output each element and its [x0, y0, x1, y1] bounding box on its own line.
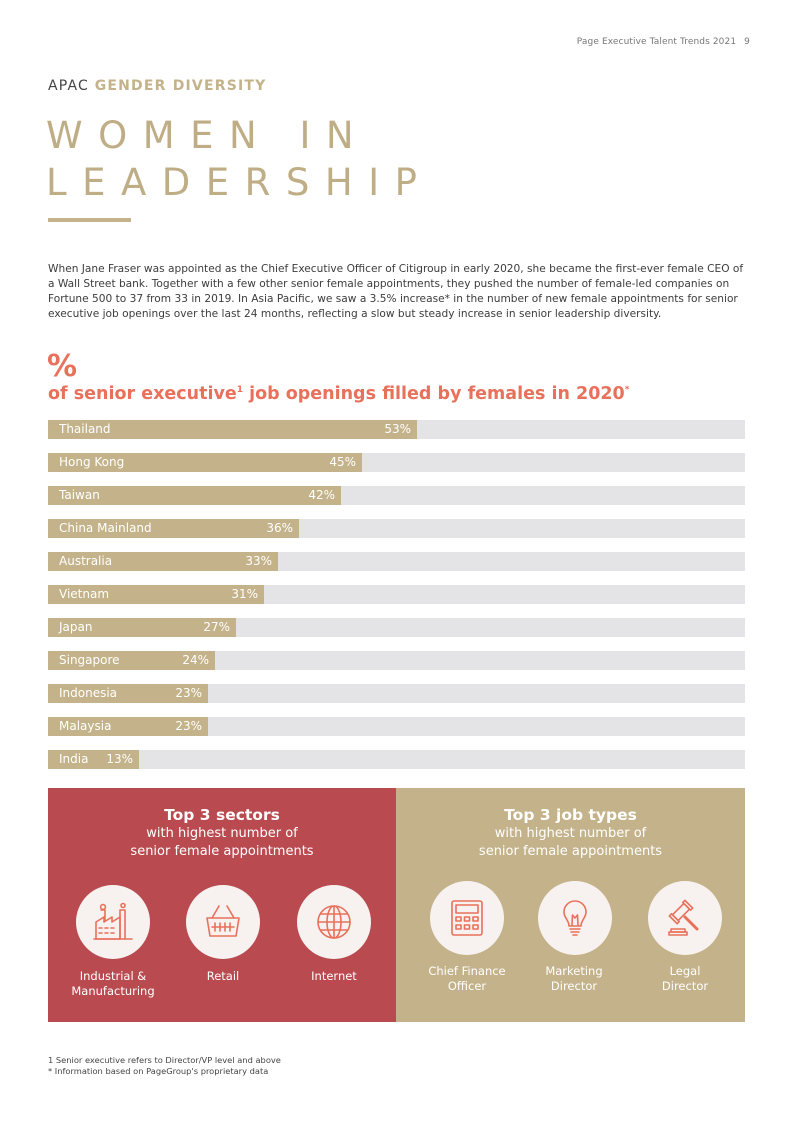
bar-value-label: 33%	[245, 554, 272, 568]
bar	[48, 486, 341, 505]
sector-caption-1: Industrial & Manufacturing	[53, 969, 173, 999]
top-job-types-panel: Top 3 job types with highest number of s…	[396, 788, 745, 1022]
sector-caption-1-line2: Manufacturing	[71, 984, 155, 998]
bar-value-label: 31%	[231, 587, 258, 601]
jobs-panel-title: Top 3 job types	[504, 806, 637, 824]
bar-row: Taiwan 42%	[48, 486, 745, 505]
bar	[48, 618, 236, 637]
page-number: 9	[744, 37, 750, 47]
bar-row: Singapore 24%	[48, 651, 745, 670]
title-divider	[48, 218, 131, 222]
job-caption-2: Marketing Director	[514, 964, 634, 994]
chart-title-part1: of senior executive	[48, 384, 237, 404]
footnote-1: 1 Senior executive refers to Director/VP…	[48, 1055, 281, 1065]
top-sectors-panel: Top 3 sectors with highest number of sen…	[48, 788, 396, 1022]
bar	[48, 519, 299, 538]
bar	[48, 651, 215, 670]
chart-title-footnote-mark: 1	[236, 385, 243, 395]
job-caption-1-line1: Chief Finance	[428, 964, 506, 978]
bar-value-label: 23%	[175, 686, 202, 700]
footnotes: 1 Senior executive refers to Director/VP…	[48, 1055, 281, 1077]
job-caption-2-line1: Marketing	[545, 964, 603, 978]
bar-value-label: 24%	[182, 653, 209, 667]
jobs-panel-subtitle-line2: senior female appointments	[478, 844, 663, 859]
section-kicker: APAC GENDER DIVERSITY	[48, 78, 267, 94]
bar-category-label: Thailand	[59, 422, 111, 436]
chart-title-part2: job openings filled by females in 2020	[242, 384, 625, 404]
bar-value-label: 42%	[308, 488, 335, 502]
bar-row: India 13%	[48, 750, 745, 769]
sector-caption-2: Retail	[206, 969, 240, 983]
bar-category-label: Malaysia	[59, 719, 112, 733]
bar-category-label: Singapore	[59, 653, 120, 667]
bar-row: Indonesia 23%	[48, 684, 745, 703]
gavel-icon	[648, 881, 722, 955]
bar-value-label: 45%	[329, 455, 356, 469]
running-header: Page Executive Talent Trends 2021 9	[577, 37, 750, 47]
bar	[48, 750, 139, 769]
jobs-panel-subtitle-line1: with highest number of	[494, 826, 647, 841]
bar	[48, 453, 362, 472]
job-caption-1-line2: Officer	[447, 979, 487, 993]
sectors-panel-subtitle-line1: with highest number of	[146, 826, 298, 841]
bar-chart: Thailand 53% Hong Kong 45% Taiwan 42% China Ma…	[48, 420, 745, 770]
bar	[48, 684, 208, 703]
bar-row: Malaysia 23%	[48, 717, 745, 736]
job-caption-2-line2: Director	[550, 979, 598, 993]
bar-row: China Mainland 36%	[48, 519, 745, 538]
job-caption-1: Chief Finance Officer	[407, 964, 527, 994]
bar-row: Thailand 53%	[48, 420, 745, 439]
bar	[48, 717, 208, 736]
bar-value-label: 23%	[175, 719, 202, 733]
page-title-line2: LEADERSHIP	[46, 161, 433, 204]
sector-caption-1-line1: Industrial &	[79, 969, 147, 983]
sectors-panel-heading: Top 3 sectors with highest number of sen…	[48, 805, 396, 861]
sectors-panel-subtitle-line2: senior female appointments	[130, 844, 314, 859]
bar-category-label: Vietnam	[59, 587, 110, 601]
bar-category-label: Indonesia	[59, 686, 118, 700]
chart-percent-symbol: %	[47, 349, 78, 384]
bar-row: Japan 27%	[48, 618, 745, 637]
job-caption-3: Legal Director	[625, 964, 745, 994]
job-caption-3-line2: Director	[661, 979, 709, 993]
sectors-panel-title: Top 3 sectors	[164, 806, 280, 824]
bar-category-label: Taiwan	[59, 488, 100, 502]
bar-value-label: 53%	[384, 422, 411, 436]
bar-category-label: India	[59, 752, 89, 766]
footnote-2: * Information based on PageGroup's propr…	[48, 1066, 269, 1076]
globe-icon	[297, 885, 371, 959]
bar	[48, 420, 417, 439]
bar	[48, 585, 264, 604]
calculator-icon	[430, 881, 504, 955]
bar-category-label: Japan	[59, 620, 93, 634]
bar-category-label: Hong Kong	[59, 455, 125, 469]
factory-icon	[76, 885, 150, 959]
bar	[48, 552, 278, 571]
sector-caption-3: Internet	[311, 969, 357, 983]
bar-row: Australia 33%	[48, 552, 745, 571]
job-caption-3-line1: Legal	[669, 964, 701, 978]
jobs-panel-heading: Top 3 job types with highest number of s…	[396, 805, 745, 861]
lightbulb-icon	[538, 881, 612, 955]
intro-paragraph: When Jane Fraser was appointed as the Ch…	[48, 263, 744, 320]
bar-value-label: 36%	[266, 521, 293, 535]
bar-row: Hong Kong 45%	[48, 453, 745, 472]
bar-row: Vietnam 31%	[48, 585, 745, 604]
chart-title: of senior executive1 job openings filled…	[48, 384, 629, 404]
page-title: WOMEN IN LEADERSHIP	[46, 112, 432, 206]
bar-category-label: Australia	[59, 554, 113, 568]
bar-value-label: 13%	[106, 752, 133, 766]
kicker-topic: GENDER DIVERSITY	[94, 78, 267, 94]
shopping-basket-icon	[186, 885, 260, 959]
publication-title: Page Executive Talent Trends 2021	[576, 37, 737, 47]
bar-value-label: 27%	[203, 620, 230, 634]
bar-category-label: China Mainland	[59, 521, 152, 535]
kicker-region: APAC	[48, 78, 90, 94]
page-title-line1: WOMEN IN	[46, 114, 370, 157]
chart-title-asterisk: *	[624, 385, 630, 395]
